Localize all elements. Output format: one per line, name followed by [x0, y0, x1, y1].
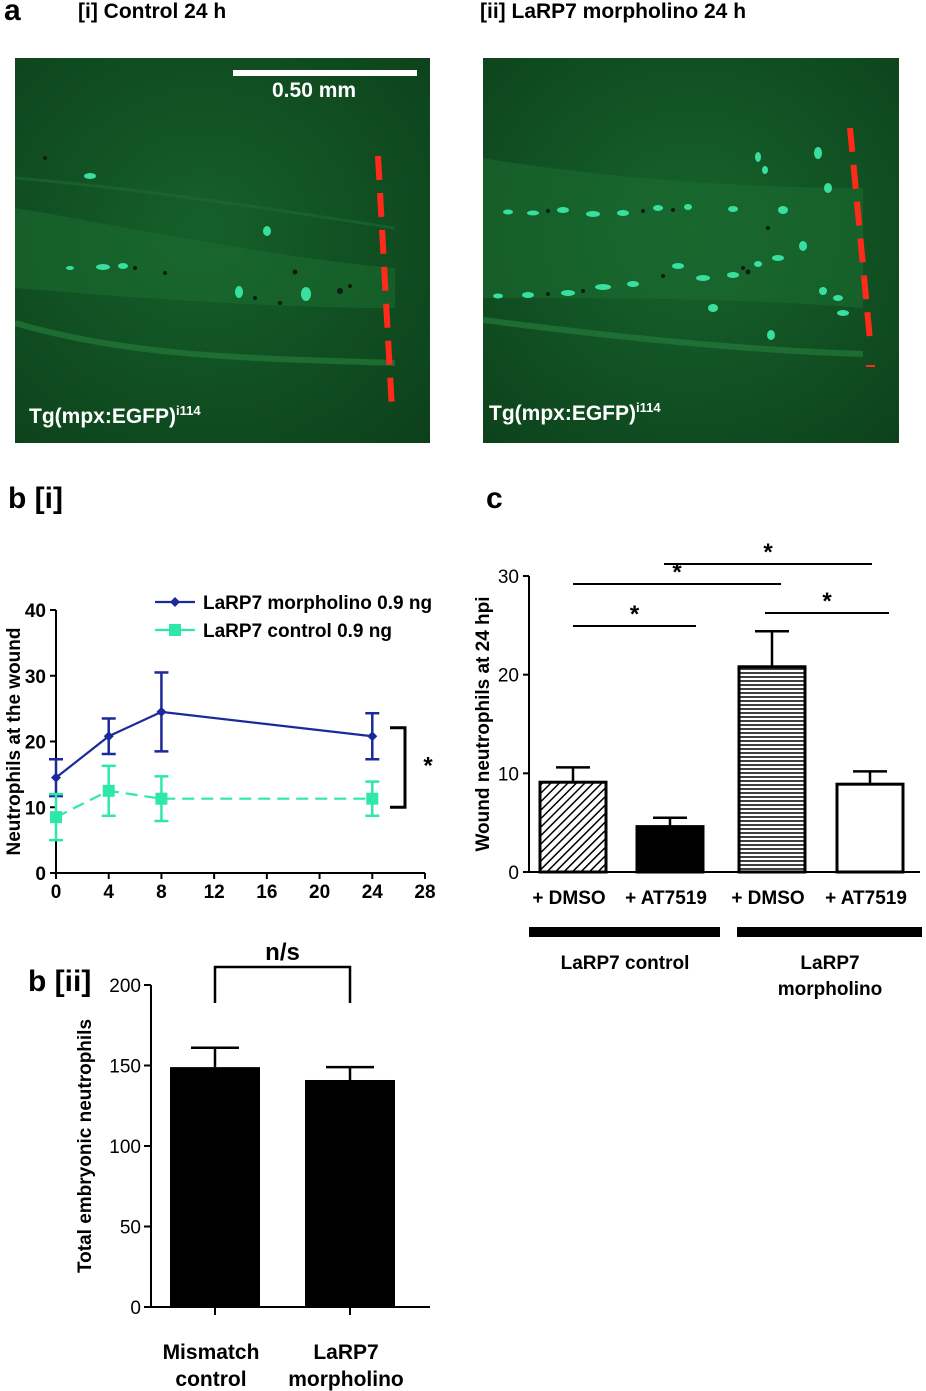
- bar: [737, 665, 807, 874]
- bar: [835, 782, 905, 874]
- legend-marker: [169, 624, 181, 636]
- x-tick-label: 12: [204, 882, 225, 903]
- y-tick-label: 0: [35, 864, 46, 885]
- data-point: [102, 784, 115, 797]
- category-label: + DMSO: [532, 888, 605, 909]
- y-tick-label: 100: [109, 1137, 141, 1158]
- bar-chart-b-ii: 0 50 100 150 200 Total embryonic neutrophils M…: [75, 939, 430, 1391]
- scale-bar: [233, 70, 417, 76]
- category-label: + AT7519: [825, 888, 907, 909]
- control-wound-line: [375, 155, 395, 411]
- y-axis-title: Neutrophils at the wound: [4, 628, 25, 856]
- y-tick-label: 200: [109, 976, 141, 997]
- x-tick-label: 0: [51, 882, 62, 903]
- category-label: Mismatch: [163, 1341, 260, 1364]
- control-micrograph-image: [15, 58, 430, 443]
- y-tick-label: 40: [25, 601, 46, 622]
- significance-bracket: [213, 965, 352, 1003]
- x-tick-label: 4: [103, 882, 114, 903]
- group-bar-morpholino: [737, 927, 922, 937]
- bar: [538, 780, 608, 874]
- control-micrograph: [15, 58, 430, 443]
- series-line: [55, 789, 373, 819]
- data-point: [156, 706, 167, 717]
- data-point: [103, 731, 114, 742]
- x-tick-label: 16: [256, 882, 277, 903]
- y-axis-title: Total embryonic neutrophils: [75, 1019, 96, 1273]
- panel-a-label: a: [4, 0, 21, 27]
- y-tick-label: 20: [498, 666, 519, 687]
- control-transgene-label: Tg(mpx:EGFP)i114: [29, 403, 201, 428]
- significance-label: n/s: [265, 939, 300, 966]
- panel-a-right-title: [ii] LaRP7 morpholino 24 h: [480, 0, 747, 23]
- y-axis-title: Wound neutrophils at 24 hpi: [473, 596, 494, 851]
- x-tick-label: 8: [156, 882, 167, 903]
- scale-bar-label: 0.50 mm: [272, 79, 357, 102]
- bar: [305, 1079, 395, 1307]
- morpholino-wound-line: [847, 127, 875, 367]
- y-tick-label: 10: [498, 764, 519, 785]
- legend-marker: [170, 597, 180, 607]
- significance-bracket: [390, 726, 407, 809]
- line-chart-b-i: 0 10 20 30 40 0 4 8 12 16 20 24 28 Neutrophils at the…: [4, 593, 436, 903]
- panel-a-left-title: [i] Control 24 h: [78, 0, 227, 23]
- category-label: control: [175, 1368, 246, 1391]
- morpholino-micrograph: [483, 58, 899, 443]
- legend-label: LaRP7 control 0.9 ng: [203, 621, 392, 642]
- y-tick-label: 150: [109, 1057, 141, 1078]
- y-tick-label: 0: [508, 863, 519, 884]
- morpholino-transgene-label: Tg(mpx:EGFP)i114: [489, 400, 661, 425]
- category-label: LaRP7: [313, 1341, 378, 1364]
- y-tick-label: 10: [25, 798, 46, 819]
- bar: [170, 1067, 260, 1307]
- panel-b-ii-label: b [ii]: [28, 965, 92, 998]
- y-tick-label: 20: [25, 733, 46, 754]
- data-point: [367, 731, 378, 742]
- x-tick-label: 20: [309, 882, 330, 903]
- group-bar-control: [529, 927, 720, 937]
- significance-star: *: [822, 588, 832, 615]
- y-tick-label: 0: [130, 1298, 141, 1319]
- y-tick-label: 50: [120, 1218, 141, 1239]
- legend-label: LaRP7 morpholino 0.9 ng: [203, 593, 432, 614]
- bar: [635, 825, 705, 874]
- category-label: + AT7519: [625, 888, 707, 909]
- significance-star: *: [763, 539, 773, 566]
- data-point: [51, 772, 61, 783]
- y-tick-label: 30: [25, 667, 46, 688]
- x-tick-label: 28: [414, 882, 435, 903]
- group-label: LaRP7: [800, 953, 859, 974]
- panel-b-i-label: b [i]: [8, 482, 63, 515]
- group-label: morpholino: [778, 979, 882, 1000]
- morpholino-micrograph-image: [483, 58, 899, 443]
- category-label: + DMSO: [731, 888, 804, 909]
- data-point: [366, 792, 379, 805]
- significance-star: *: [672, 559, 682, 586]
- y-tick-label: 30: [498, 567, 519, 588]
- significance-star: *: [423, 752, 433, 779]
- significance-star: *: [630, 601, 640, 628]
- x-tick-label: 24: [362, 882, 384, 903]
- data-point: [50, 811, 62, 824]
- group-label: LaRP7 control: [561, 953, 690, 974]
- series-line: [55, 710, 373, 779]
- category-label: morpholino: [288, 1368, 403, 1391]
- data-point: [155, 792, 168, 805]
- panel-c-label: c: [486, 482, 503, 515]
